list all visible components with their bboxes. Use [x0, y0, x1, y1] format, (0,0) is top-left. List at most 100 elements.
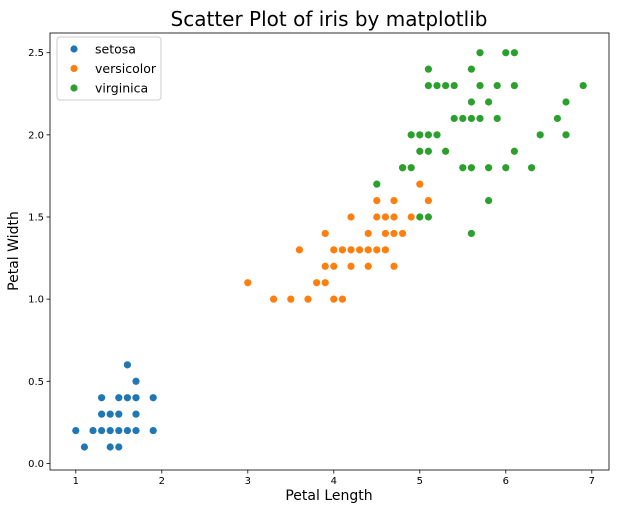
series-versicolor [244, 164, 432, 303]
x-tick-label: 6 [503, 476, 509, 487]
versicolor-point [407, 213, 415, 221]
y-tick-label: 1.5 [28, 213, 44, 224]
virginica-point [424, 131, 432, 139]
setosa-point [72, 426, 80, 435]
versicolor-point [364, 229, 372, 238]
versicolor-point [330, 295, 338, 303]
setosa-point [149, 426, 157, 435]
virginica-point [416, 147, 424, 155]
virginica-point [416, 131, 424, 139]
setosa-point [115, 394, 123, 402]
x-tick-label: 3 [245, 476, 251, 487]
versicolor-point [381, 213, 389, 221]
virginica-point [407, 131, 415, 139]
y-tick-label: 0.0 [28, 459, 44, 470]
virginica-point [424, 65, 432, 73]
legend-label-virginica: virginica [95, 81, 148, 96]
versicolor-point [313, 279, 321, 287]
virginica-point [510, 81, 518, 90]
versicolor-point [295, 246, 303, 254]
virginica-point [424, 81, 432, 90]
virginica-point [450, 114, 458, 123]
virginica-point [536, 131, 544, 139]
versicolor-point [373, 246, 381, 254]
virginica-point [467, 65, 475, 73]
virginica-point [510, 147, 518, 155]
virginica-point [459, 114, 467, 123]
virginica-point [579, 81, 587, 90]
virginica-point [476, 114, 484, 123]
versicolor-point [304, 295, 312, 303]
setosa-point [80, 443, 88, 451]
y-tick-label: 1.0 [28, 295, 44, 306]
virginica-point [424, 213, 432, 221]
virginica-point [399, 164, 407, 172]
virginica-point [528, 164, 536, 172]
x-axis-ticks: 1 2 3 4 5 6 7 [73, 470, 595, 487]
x-axis-label: Petal Length [285, 488, 372, 504]
virginica-point [485, 98, 493, 106]
versicolor-point [390, 196, 398, 205]
virginica-point [433, 81, 441, 90]
virginica-point [476, 49, 484, 57]
x-tick-label: 5 [417, 476, 423, 487]
legend-marker-setosa [70, 45, 78, 53]
data-points [72, 49, 587, 451]
versicolor-point [347, 213, 355, 221]
setosa-point [89, 426, 97, 435]
setosa-point [132, 410, 140, 418]
virginica-point [424, 147, 432, 155]
versicolor-point [330, 262, 338, 270]
virginica-point [493, 114, 501, 123]
setosa-point [149, 394, 157, 402]
legend-marker-virginica [70, 84, 78, 92]
versicolor-point [287, 295, 295, 303]
setosa-point [106, 410, 114, 418]
versicolor-point [330, 246, 338, 254]
virginica-point [562, 131, 570, 139]
x-tick-label: 2 [159, 476, 165, 487]
virginica-point [562, 98, 570, 106]
setosa-point [98, 426, 106, 435]
virginica-point [450, 81, 458, 90]
versicolor-point [381, 246, 389, 254]
virginica-point [553, 114, 562, 123]
x-tick-label: 1 [73, 476, 79, 487]
x-tick-label: 4 [331, 476, 337, 487]
versicolor-point [270, 295, 278, 303]
versicolor-point [364, 246, 372, 254]
versicolor-point [390, 229, 398, 238]
x-tick-label: 7 [589, 476, 595, 487]
setosa-point [115, 426, 123, 435]
legend-items: setosa versicolor virginica [70, 42, 157, 96]
versicolor-point [338, 246, 346, 254]
series-setosa [72, 361, 157, 451]
versicolor-point [381, 229, 389, 238]
virginica-point [485, 164, 493, 172]
virginica-point [416, 213, 424, 221]
virginica-point [467, 98, 475, 106]
setosa-point [115, 410, 123, 418]
setosa-point [123, 394, 131, 402]
versicolor-point [356, 246, 364, 254]
legend-frame [56, 36, 162, 101]
y-axis-ticks: 0.0 0.5 1.0 1.5 2.0 2.5 [28, 48, 50, 470]
virginica-point [433, 131, 441, 139]
versicolor-point [373, 196, 381, 205]
virginica-point [502, 164, 510, 172]
plot-frame [49, 32, 610, 471]
setosa-point [98, 394, 106, 402]
virginica-point [467, 164, 475, 172]
versicolor-point [347, 262, 355, 270]
virginica-point [493, 81, 501, 90]
virginica-point [373, 180, 381, 188]
virginica-point [467, 229, 475, 238]
y-tick-label: 0.5 [28, 377, 44, 388]
legend-marker-versicolor [70, 64, 78, 73]
setosa-point [106, 443, 114, 451]
setosa-point [115, 443, 123, 451]
versicolor-point [338, 295, 346, 303]
versicolor-point [321, 279, 329, 287]
setosa-point [132, 394, 140, 402]
